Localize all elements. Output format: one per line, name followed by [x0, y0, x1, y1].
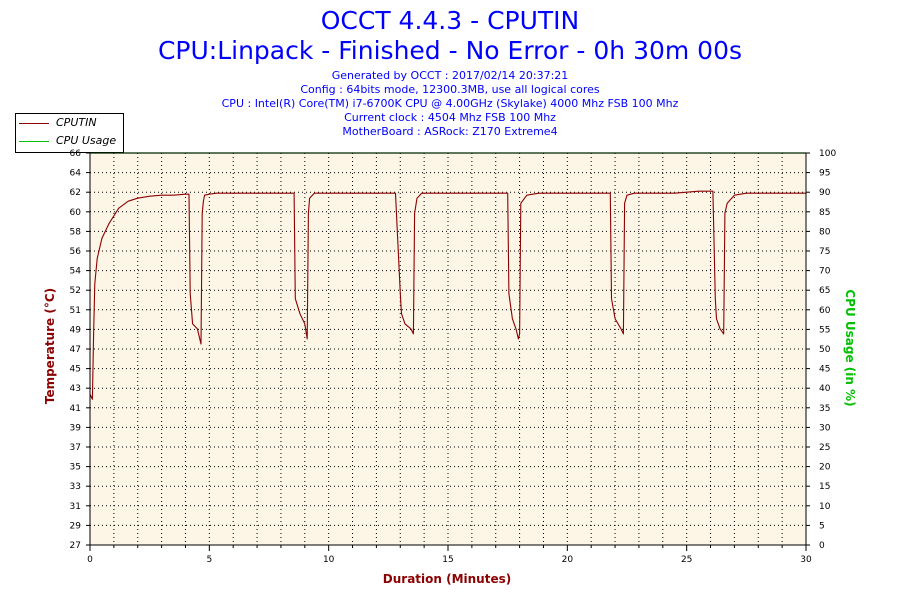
- y-tick-label: 49: [70, 325, 82, 335]
- legend-swatch-cputin: [19, 123, 49, 124]
- y-tick-label: 45: [70, 365, 81, 375]
- y-tick-label: 39: [70, 423, 82, 433]
- y-tick-label: 60: [70, 208, 82, 218]
- info-motherboard: MotherBoard : ASRock: Z170 Extreme4: [342, 125, 558, 138]
- y2-tick-label: 20: [819, 463, 831, 473]
- y-tick-label: 56: [70, 247, 82, 257]
- info-current-clock: Current clock : 4504 Mhz FSB 100 Mhz: [344, 111, 556, 124]
- plot-frame: [89, 152, 807, 546]
- y-axis-label: Temperature (°C): [43, 288, 57, 404]
- legend-item-cpu-usage: CPU Usage: [16, 132, 123, 150]
- y-tick-label: 27: [70, 541, 81, 551]
- y2-tick-label: 40: [819, 384, 831, 394]
- y-tick-label: 62: [70, 188, 81, 198]
- chart-title: OCCT 4.4.3 - CPUTIN: [320, 6, 580, 35]
- y-tick-label: 31: [70, 502, 81, 512]
- y2-tick-label: 10: [819, 502, 831, 512]
- x-tick-label: 0: [87, 555, 93, 565]
- y-tick-label: 37: [70, 443, 81, 453]
- y-tick-label: 43: [70, 384, 81, 394]
- grid: [90, 153, 806, 545]
- y-tick-label: 54: [70, 267, 82, 277]
- y2-tick-label: 15: [819, 482, 830, 492]
- legend-item-cputin: CPUTIN: [16, 114, 123, 132]
- y-tick-label: 64: [70, 169, 82, 179]
- legend: CPUTIN CPU Usage: [15, 113, 124, 153]
- y-tick-label: 58: [70, 227, 82, 237]
- info-config: Config : 64bits mode, 12300.3MB, use all…: [300, 83, 600, 96]
- y-tick-label: 47: [70, 345, 81, 355]
- x-tick-label: 25: [681, 555, 692, 565]
- y2-tick-label: 35: [819, 404, 830, 414]
- y2-tick-label: 30: [819, 423, 831, 433]
- x-tick-label: 30: [800, 555, 812, 565]
- y-tick-label: 66: [70, 149, 82, 159]
- y2-axis-label: CPU Usage (in %): [843, 289, 857, 406]
- x-tick-label: 20: [562, 555, 574, 565]
- info-generated: Generated by OCCT : 2017/02/14 20:37:21: [331, 69, 569, 82]
- y2-tick-label: 5: [819, 521, 825, 531]
- y2-tick-label: 95: [819, 169, 830, 179]
- info-cpu: CPU : Intel(R) Core(TM) i7-6700K CPU @ 4…: [221, 97, 679, 110]
- y2-tick-label: 55: [819, 325, 830, 335]
- y-tick-label: 35: [70, 463, 81, 473]
- x-tick-label: 10: [323, 555, 335, 565]
- y-tick-label: 41: [70, 404, 81, 414]
- y-tick-label: 29: [70, 521, 82, 531]
- y2-tick-label: 85: [819, 208, 830, 218]
- y2-tick-label: 80: [819, 227, 831, 237]
- y-tick-label: 51: [70, 306, 81, 316]
- y2-tick-label: 90: [819, 188, 831, 198]
- y-tick-label: 33: [70, 482, 81, 492]
- y2-tick-label: 65: [819, 286, 830, 296]
- chart-subtitle: CPU:Linpack - Finished - No Error - 0h 3…: [157, 36, 743, 65]
- legend-swatch-cpu-usage: [19, 141, 49, 142]
- x-tick-label: 15: [442, 555, 453, 565]
- legend-label-cpu-usage: CPU Usage: [56, 134, 117, 147]
- y2-tick-label: 0: [819, 541, 825, 551]
- x-axis-label: Duration (Minutes): [383, 572, 511, 586]
- y2-tick-label: 70: [819, 267, 831, 277]
- x-tick-label: 5: [206, 555, 212, 565]
- y2-tick-label: 100: [819, 149, 836, 159]
- y2-tick-label: 45: [819, 365, 830, 375]
- axes: 27 29 31 33 35 37 39 41 43 45 47 49 51 52 54 56 58 60 62 64…: [70, 149, 837, 565]
- y2-tick-label: 75: [819, 247, 830, 257]
- y2-tick-label: 60: [819, 306, 831, 316]
- legend-label-cputin: CPUTIN: [56, 116, 97, 129]
- y-tick-label: 52: [70, 286, 81, 296]
- y2-tick-label: 50: [819, 345, 831, 355]
- y2-tick-label: 25: [819, 443, 830, 453]
- series-line-cputin: [89, 190, 806, 400]
